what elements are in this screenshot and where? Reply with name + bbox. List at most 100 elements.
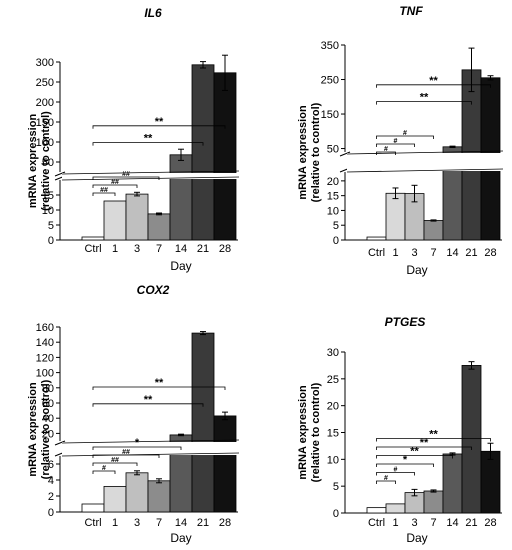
break-line — [61, 439, 240, 444]
x-axis-label: Day — [170, 531, 191, 545]
significance-bracket — [376, 463, 434, 467]
significance-label: # — [394, 467, 398, 474]
significance-label: ** — [429, 429, 438, 441]
x-tick-label: 1 — [392, 517, 398, 529]
axis-break-mark — [54, 440, 66, 446]
significance-bracket — [92, 454, 160, 458]
x-tick-label: 3 — [411, 247, 417, 259]
y-tick-label: 50 — [327, 144, 339, 156]
significance-bracket — [92, 192, 116, 196]
bar-Ctrl — [366, 236, 387, 241]
y-tick-label: 20 — [327, 176, 339, 188]
significance-bracket — [92, 462, 138, 466]
y-tick-label: 250 — [36, 77, 54, 89]
y-tick-label: 30 — [327, 347, 339, 359]
significance-bracket — [376, 446, 472, 450]
y-axis-label-line: (relative to control) — [40, 111, 52, 211]
x-tick-label: 3 — [411, 517, 417, 529]
bar-Ctrl — [366, 507, 387, 514]
y-tick-label: 5 — [333, 220, 339, 232]
chart-title: COX2 — [137, 283, 170, 297]
significance-label: ** — [144, 133, 153, 145]
significance-bracket — [376, 101, 472, 105]
y-axis-label: mRNA expression(relative to control) — [27, 379, 52, 479]
significance-label: # — [384, 146, 388, 153]
break-line — [61, 176, 240, 181]
x-tick-label: 7 — [430, 247, 436, 259]
break-line — [61, 170, 240, 175]
bar-1 — [103, 200, 127, 241]
y-tick-label: 6 — [48, 459, 54, 471]
chart-title: PTGES — [385, 315, 426, 329]
y-tick-label: 80 — [42, 383, 54, 395]
y-tick-label: 150 — [36, 117, 54, 129]
significance-bracket — [376, 151, 396, 155]
bar-7 — [147, 480, 171, 513]
x-tick-label: 14 — [446, 247, 458, 259]
chart-panel-il6: 0 5 10 15 50 100 150 200 250 300 Ctrl 1 3 7 14 21 28 ****… — [27, 6, 240, 273]
y-tick-label: 20 — [327, 401, 339, 413]
significance-bracket — [92, 184, 138, 188]
y-tick-label: 200 — [36, 97, 54, 109]
bar-7 — [423, 220, 444, 241]
y-axis-label-line: (relative to control) — [310, 102, 322, 202]
axis-break-band — [62, 173, 238, 179]
significance-bracket — [92, 142, 204, 146]
axis-break-band — [62, 442, 238, 455]
break-line — [61, 452, 240, 457]
bar-21 — [191, 332, 215, 513]
significance-bracket — [92, 125, 226, 129]
y-tick-label: 150 — [321, 109, 339, 121]
bar-1 — [103, 485, 127, 513]
significance-bracket — [92, 446, 182, 450]
y-axis-label-line: (relative to control) — [40, 379, 52, 479]
y-tick-label: 20 — [42, 428, 54, 440]
bar-3 — [125, 193, 149, 241]
y-tick-label: 0 — [48, 235, 54, 247]
chart-title: TNF — [399, 4, 423, 18]
y-tick-label: 160 — [36, 322, 54, 334]
x-tick-label: 21 — [465, 247, 477, 259]
bar-1 — [385, 192, 406, 241]
y-tick-label: 250 — [321, 75, 339, 87]
x-tick-label: 7 — [156, 243, 162, 255]
significance-bracket — [376, 143, 415, 147]
y-tick-label: 4 — [48, 475, 54, 487]
y-tick-label: 0 — [48, 507, 54, 519]
x-tick-label: 28 — [484, 247, 496, 259]
y-tick-label: 0 — [333, 235, 339, 247]
significance-label: ## — [122, 449, 130, 456]
break-line — [346, 150, 504, 155]
y-tick-label: 120 — [36, 352, 54, 364]
significance-bracket — [92, 176, 160, 180]
y-tick-label: 100 — [36, 368, 54, 380]
y-axis-label: mRNA expression(relative to control) — [27, 111, 52, 211]
y-tick-label: 10 — [327, 205, 339, 217]
bar-14 — [169, 154, 193, 241]
y-tick-label: 10 — [327, 454, 339, 466]
bar-28 — [213, 72, 237, 241]
y-axis-label-line: mRNA expression — [27, 382, 39, 477]
significance-bracket — [92, 403, 204, 407]
significance-bracket — [376, 84, 491, 88]
y-tick-label: 15 — [327, 191, 339, 203]
significance-bracket — [376, 455, 453, 459]
y-tick-label: 40 — [42, 413, 54, 425]
significance-label: # — [102, 465, 106, 472]
significance-label: ** — [420, 92, 429, 104]
significance-bracket — [376, 135, 434, 139]
significance-label: ** — [155, 116, 164, 128]
x-tick-label: 28 — [484, 517, 496, 529]
bar-7 — [423, 490, 444, 514]
y-tick-label: 50 — [42, 157, 54, 169]
significance-label: # — [403, 130, 407, 137]
y-tick-label: 5 — [333, 481, 339, 493]
y-tick-label: 2 — [48, 491, 54, 503]
significance-label: * — [135, 437, 140, 449]
significance-bracket — [376, 472, 415, 476]
significance-label: ## — [122, 171, 130, 178]
y-axis-label-line: (relative to control) — [310, 382, 322, 482]
